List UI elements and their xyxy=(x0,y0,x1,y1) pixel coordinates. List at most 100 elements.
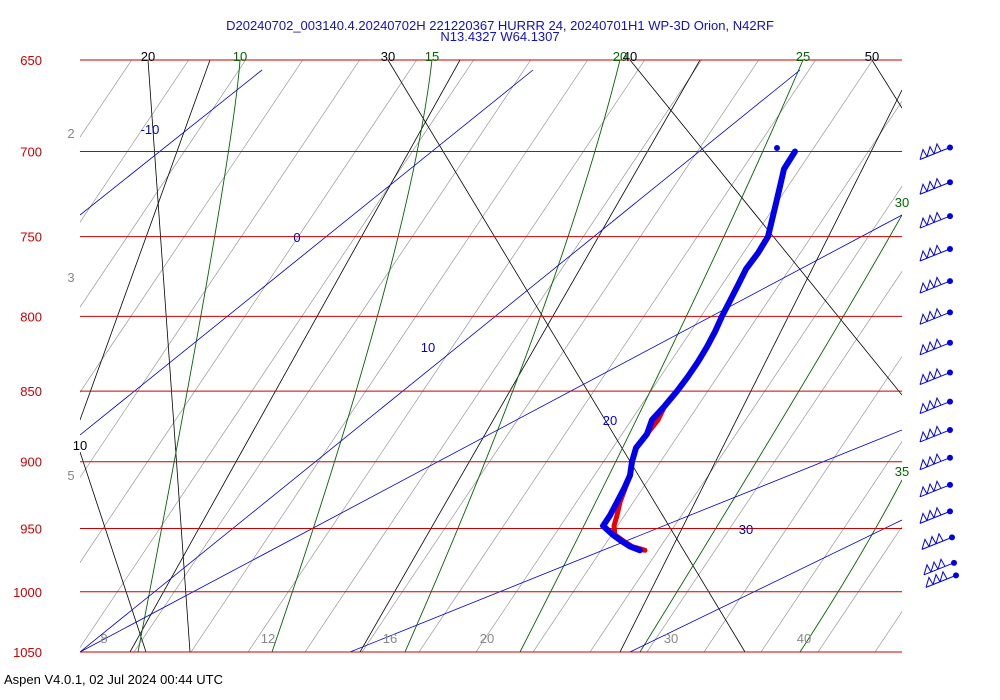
wind-barb-flag xyxy=(933,425,942,437)
isobar-lines xyxy=(80,59,902,653)
wind-barb-flag xyxy=(933,276,942,288)
isotherm-lines xyxy=(80,60,1000,652)
wind-barb-flag xyxy=(933,506,942,518)
sounding-profile xyxy=(600,144,798,554)
isotherm-label: 20 xyxy=(480,631,494,646)
wind-barbs xyxy=(919,142,959,588)
isotherm-line xyxy=(589,185,902,652)
pressure-label: 1050 xyxy=(13,645,42,660)
wind-barb-flag xyxy=(933,396,942,409)
dry-adiabat-label: 10 xyxy=(73,438,87,453)
isotherm-line xyxy=(80,60,303,393)
wind-barb-flag xyxy=(919,343,928,355)
wind-barb-flag xyxy=(921,538,930,550)
wind-barb-flag xyxy=(933,211,942,223)
wind-barb-staff xyxy=(919,248,951,262)
isotherm-label: 12 xyxy=(261,631,275,646)
wind-barb-flag xyxy=(935,532,944,544)
wind-barb-flag xyxy=(919,485,928,497)
wind-barb-staff xyxy=(919,342,951,356)
isotherm-line xyxy=(80,60,189,223)
pressure-label: 1000 xyxy=(13,585,42,600)
dry-adiabat-label: 30 xyxy=(381,49,395,64)
mixing-ratio-label: 0 xyxy=(293,230,300,245)
wind-barb-flag xyxy=(939,570,948,582)
isotherm-line xyxy=(932,60,1000,652)
isotherm-line xyxy=(646,270,902,652)
dry-adiabat-line xyxy=(129,60,461,652)
moist-adiabat-line xyxy=(799,479,902,652)
wind-barb-flag xyxy=(926,370,935,382)
isotherm-line xyxy=(874,611,902,652)
wind-barb-flag xyxy=(932,573,941,585)
dry-adiabat-label: 40 xyxy=(623,49,637,64)
wind-barb-flag xyxy=(919,182,928,195)
wind-barb-flag xyxy=(937,557,946,570)
wind-barb-flag xyxy=(926,427,935,440)
pressure-label: 700 xyxy=(20,144,42,159)
wind-barb-flag xyxy=(926,145,935,157)
isotherm-label: 40 xyxy=(797,631,811,646)
wind-barb-staff xyxy=(919,147,951,160)
mixing-ratio-label: -10 xyxy=(141,122,160,137)
isotherm-line xyxy=(703,355,902,652)
wind-barb-flag xyxy=(926,246,935,259)
isotherm-line xyxy=(989,60,1000,652)
dry-adiabat-line xyxy=(147,60,191,652)
wind-barb-staff xyxy=(919,280,951,294)
wind-barb-staff xyxy=(919,510,951,524)
wind-barb-staff xyxy=(919,372,951,386)
chart-title-line2: N13.4327 W64.1307 xyxy=(440,29,560,44)
mixing-ratio-line xyxy=(80,69,801,652)
wind-barb-flag xyxy=(926,482,935,495)
wind-barb-flag xyxy=(933,337,942,350)
isotherm-label: 5 xyxy=(67,468,74,483)
isotherm-label: 2 xyxy=(67,126,74,141)
dry-adiabat-line xyxy=(629,60,902,396)
dry-adiabat-line xyxy=(359,60,701,652)
pressure-label: 750 xyxy=(20,230,42,245)
wind-barb-flag xyxy=(919,148,928,160)
wind-barb-flag xyxy=(933,479,942,492)
moist-adiabat-line xyxy=(271,60,433,652)
moist-adiabat-lines xyxy=(137,60,902,652)
isotherm-line xyxy=(80,60,246,308)
footer-text: Aspen V4.0.1, 02 Jul 2024 00:44 UTC xyxy=(4,672,223,687)
wind-barb-flag xyxy=(919,281,928,294)
dry-adiabat-line xyxy=(619,89,902,652)
wind-barb-flag xyxy=(926,509,935,521)
wind-barb-flag xyxy=(926,399,935,411)
wind-barb-staff xyxy=(919,484,951,498)
moist-adiabat-label: 25 xyxy=(796,49,810,64)
wind-barb-staff xyxy=(919,401,951,415)
isotherm-line xyxy=(304,60,702,652)
wind-barb-flag xyxy=(926,455,935,468)
isotherm-line xyxy=(80,60,360,478)
profile-point xyxy=(774,144,780,151)
dry-adiabat-label: 50 xyxy=(865,49,879,64)
wind-barb-flag xyxy=(919,249,928,262)
dry-adiabat-line xyxy=(80,60,211,421)
moist-adiabat-label: 10 xyxy=(233,49,247,64)
wind-barb-flag xyxy=(919,458,928,470)
wind-barb-staff xyxy=(919,429,951,443)
isotherm-line xyxy=(80,60,417,563)
wind-barb-flag xyxy=(928,535,937,547)
wind-barb-flag xyxy=(919,430,928,443)
mixing-ratio-line xyxy=(80,69,263,216)
wind-barb-flag xyxy=(926,180,935,192)
chart-title-line1: D20240702_003140.4.20240702H 221220367 H… xyxy=(226,18,774,33)
mixing-ratio-label: 10 xyxy=(421,340,435,355)
wind-barb-flag xyxy=(930,560,939,573)
isotherm-line xyxy=(361,60,759,652)
mixing-ratio-line xyxy=(80,214,902,652)
wind-barb-flag xyxy=(926,310,935,322)
wind-barb-flag xyxy=(919,373,928,385)
pressure-label: 800 xyxy=(20,309,42,324)
moist-adiabat-line xyxy=(404,60,621,652)
isotherm-line xyxy=(532,100,902,652)
wind-barb-flag xyxy=(933,244,942,256)
isotherm-label: 8 xyxy=(100,631,107,646)
isotherm-line xyxy=(418,60,816,652)
isotherm-line xyxy=(133,60,531,652)
